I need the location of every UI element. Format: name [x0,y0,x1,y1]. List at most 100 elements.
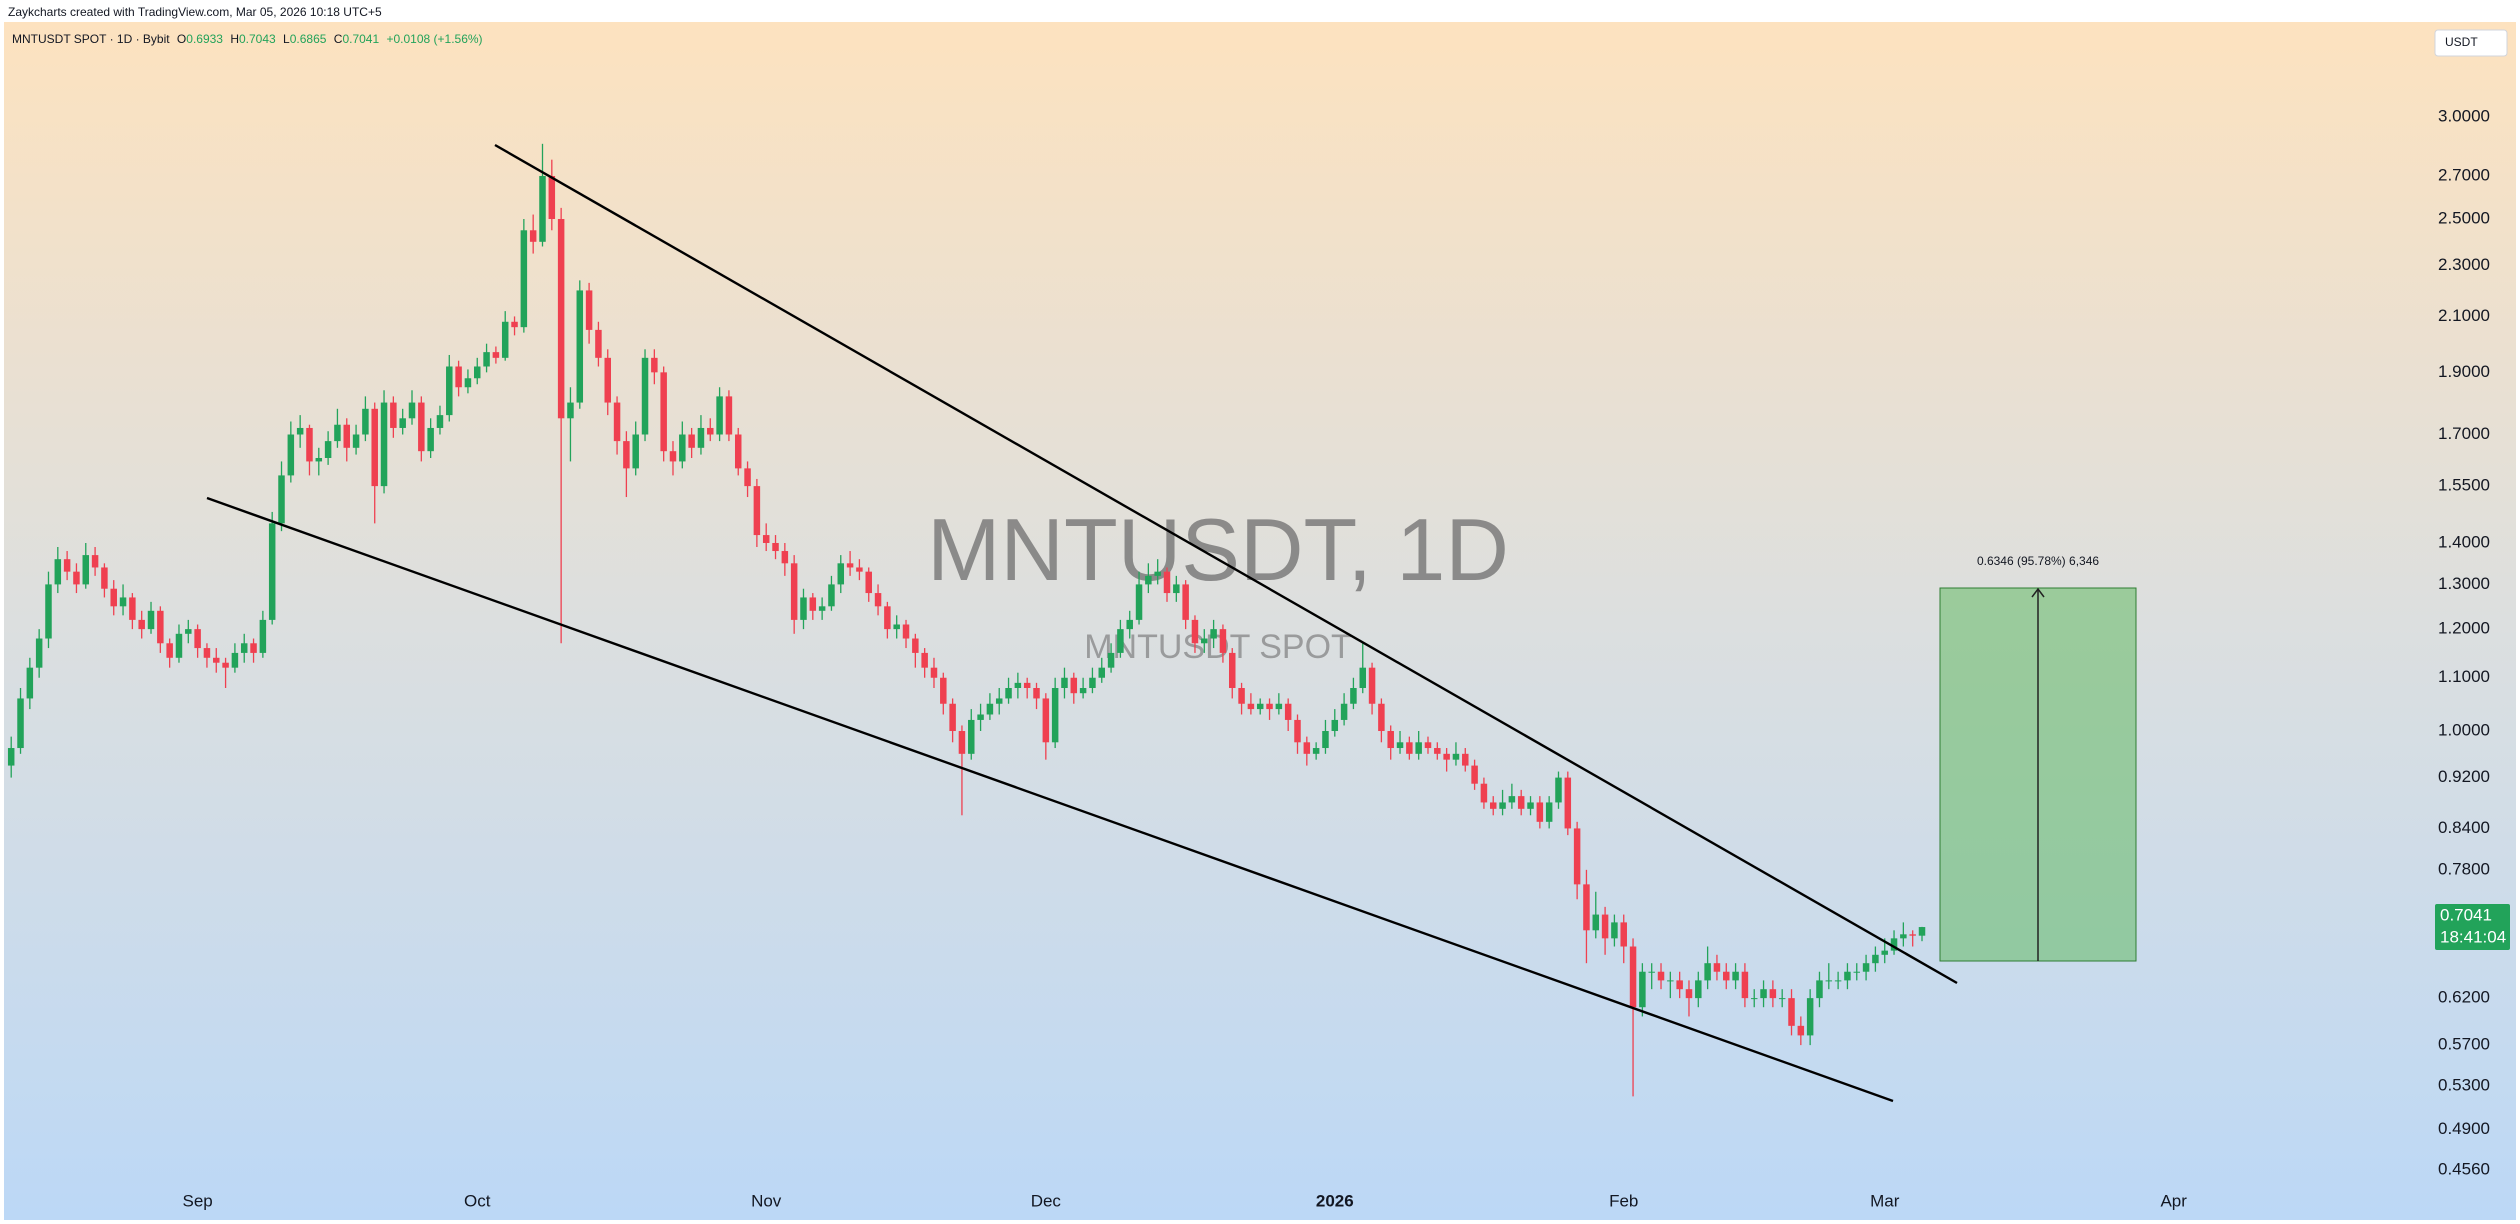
currency-button[interactable] [2434,29,2508,57]
candle-body [7,748,15,766]
trend-line [206,496,1894,1103]
y-tick-label: 0.4560 [2438,1159,2490,1178]
candle-body [1825,980,1833,982]
x-tick-label: Sep [182,1191,212,1210]
y-tick-label: 1.7000 [2438,424,2490,443]
candle-body [334,424,341,442]
candle-body [1247,703,1255,710]
candle-body [1750,998,1758,1000]
candle-body [1424,742,1432,749]
candle-body [73,571,80,585]
candle-body [1070,677,1078,694]
candle-body [352,434,360,448]
candle-body [1471,765,1478,784]
y-tick-label: 1.0000 [2438,720,2490,739]
measure-label: 0.6346 (95.78%) 6,346 [1977,554,2099,568]
candle-body [399,418,406,428]
candle-body [660,372,667,452]
candle-body [697,427,705,448]
candle-body [893,624,900,630]
candle-body [912,638,919,653]
candle-body [567,402,574,419]
candle-body [1238,688,1245,704]
candle-body [91,555,99,568]
candle-body [1872,954,1879,964]
candle-body [231,652,239,668]
candle-body [408,402,416,419]
price-label: 0.7041 18:41:04 [2435,904,2510,951]
candle-body [446,366,453,416]
candle-body [520,230,528,328]
candle-body [1695,980,1702,999]
candle-body [1191,619,1199,644]
candle-body [268,523,276,620]
candle-body [455,366,462,388]
y-tick-label: 1.1000 [2438,667,2490,686]
y-tick-label: 0.6200 [2438,988,2490,1007]
y-tick-label: 1.3000 [2438,574,2490,593]
y-tick-label: 0.5700 [2438,1035,2490,1054]
legend-value: 0.6933 [186,32,223,46]
candle-body [800,597,807,620]
candle-body [1685,989,1693,999]
candle-body [762,535,770,543]
legend: MNTUSDT SPOT · 1D · Bybit O0.6933 H0.704… [12,32,483,46]
candle-body [362,408,369,435]
candle-body [613,402,621,442]
symbol: MNTUSDT SPOT · 1D · Bybit [12,32,170,46]
candle-body [884,606,891,630]
price-label-value: 0.7041 [2440,906,2492,925]
candle-body [380,402,388,487]
candle-body [1359,667,1366,689]
candle-body [930,667,938,678]
trend-line [494,143,1958,985]
candle-body [651,357,658,373]
candle-body [1536,802,1544,822]
candle-body [1788,998,1795,1026]
currency[interactable]: USDT [2445,35,2478,49]
candle-body [1583,884,1590,931]
candle-body [1592,914,1600,931]
candle-body [688,434,695,448]
candle-body [548,175,556,219]
candle-body [1182,584,1189,620]
candle-body [585,290,593,330]
price-label-countdown: 18:41:04 [2440,928,2506,947]
candle-body [539,175,546,242]
candle-body [82,555,90,585]
candle-body [464,378,472,388]
candle-body [1723,971,1730,981]
candle-body [725,396,733,435]
candle-body [1219,629,1227,653]
candle-body [1340,703,1348,720]
y-tick-label: 0.4900 [2438,1119,2490,1138]
candle-body [1620,922,1627,947]
candle-body [1005,688,1012,699]
candle-body [734,434,742,469]
candle-body [1816,980,1823,999]
candle-body [1611,922,1618,939]
candle-body [1704,963,1711,981]
candle-body [1303,742,1311,754]
y-tick-label: 0.7800 [2438,859,2490,878]
candle-body [1517,796,1525,809]
legend-value: 0.6865 [290,32,327,46]
candle-body [1387,731,1394,749]
candle-body [1760,989,1767,999]
y-tick-label: 2.5000 [2438,208,2490,227]
candle-body [781,551,789,564]
candle-body [390,402,397,428]
candle-body [1089,677,1096,689]
candle-body [278,475,285,524]
candle-body [1676,980,1683,990]
candle-body [287,434,295,476]
x-tick-label: Apr [2160,1191,2187,1210]
candle-body [753,486,761,536]
candle-body [865,571,872,594]
candle-body [1573,828,1581,885]
candle-body [529,230,537,242]
candle-body [511,321,518,328]
candle-body [1135,584,1143,620]
candle-body [595,329,602,358]
candle-body [1527,802,1534,809]
